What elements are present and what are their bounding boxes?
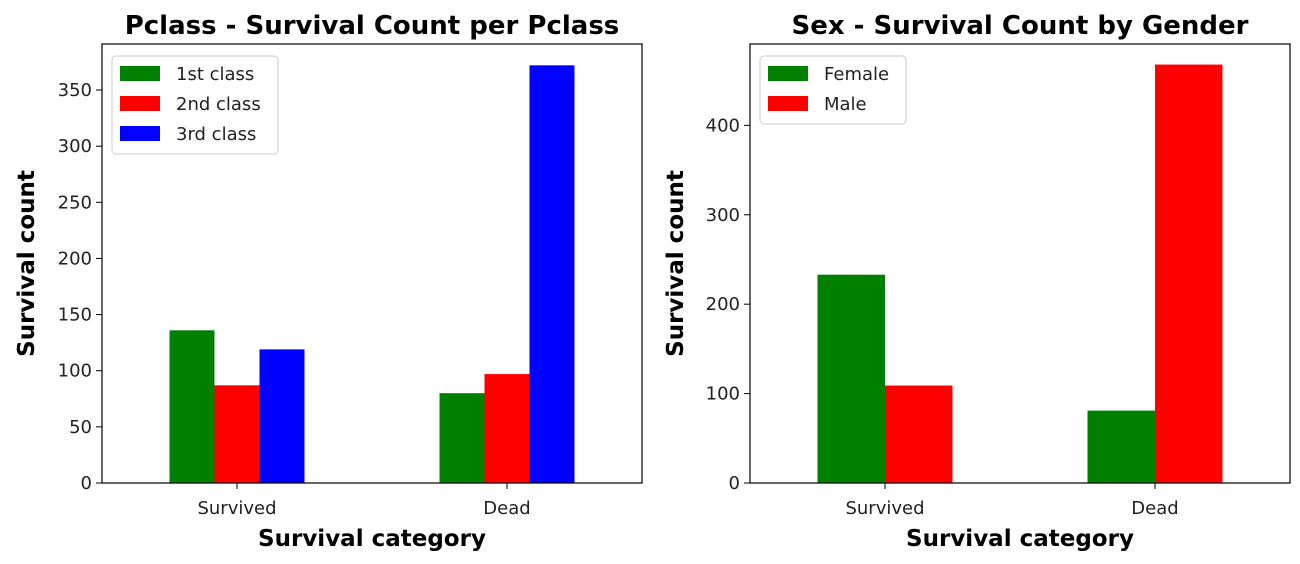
y-tick-label: 400 bbox=[706, 115, 740, 136]
legend-swatch-male bbox=[768, 96, 808, 111]
bar-3rd-class-dead bbox=[529, 65, 575, 483]
y-tick-label: 200 bbox=[706, 294, 740, 315]
bars bbox=[817, 64, 1223, 483]
bar-2nd-class-dead bbox=[484, 374, 530, 483]
x-tick-label: Dead bbox=[483, 498, 530, 519]
chart-title: Sex - Survival Count by Gender bbox=[791, 11, 1248, 41]
legend-swatch-2nd-class bbox=[120, 96, 160, 111]
x-axis: Survived Dead bbox=[845, 483, 1179, 519]
plot-frame bbox=[749, 43, 1291, 484]
legend: 1st class 2nd class 3rd class bbox=[111, 55, 279, 155]
y-tick-label: 300 bbox=[58, 136, 92, 157]
bar-1st-class-dead bbox=[439, 393, 485, 483]
legend: Female Male bbox=[759, 55, 907, 125]
y-tick-label: 50 bbox=[69, 417, 92, 438]
y-tick-label: 0 bbox=[729, 473, 740, 494]
bar-female-survived bbox=[817, 274, 885, 483]
y-tick-label: 350 bbox=[58, 80, 92, 101]
legend-swatch-female bbox=[768, 66, 808, 81]
y-tick-label: 300 bbox=[706, 205, 740, 226]
x-axis: Survived Dead bbox=[197, 483, 531, 519]
x-axis-label: Survival category bbox=[258, 526, 486, 552]
bar-1st-class-survived bbox=[169, 330, 215, 483]
y-tick-label: 250 bbox=[58, 192, 92, 213]
plot-frame bbox=[101, 43, 643, 484]
sex-chart: 0 100 200 300 400 Survived Dead Sex - Survival … bbox=[663, 11, 1291, 552]
bar-male-dead bbox=[1155, 64, 1223, 483]
legend-swatch-3rd-class bbox=[120, 126, 160, 141]
y-axis-label: Survival count bbox=[663, 170, 689, 357]
legend-swatch-1st-class bbox=[120, 66, 160, 81]
y-tick-label: 100 bbox=[58, 361, 92, 382]
bar-3rd-class-survived bbox=[259, 349, 305, 483]
chart-title: Pclass - Survival Count per Pclass bbox=[125, 11, 620, 41]
legend-label-male: Male bbox=[824, 94, 867, 115]
bar-male-survived bbox=[885, 385, 953, 483]
bars bbox=[169, 65, 575, 483]
y-axis: 0 50 100 150 200 250 300 350 bbox=[58, 80, 102, 494]
y-tick-label: 100 bbox=[706, 384, 740, 405]
y-tick-label: 200 bbox=[58, 248, 92, 269]
x-tick-label: Survived bbox=[197, 498, 276, 519]
y-tick-label: 150 bbox=[58, 305, 92, 326]
bar-2nd-class-survived bbox=[214, 385, 260, 483]
x-tick-label: Dead bbox=[1131, 498, 1178, 519]
y-axis: 0 100 200 300 400 bbox=[706, 115, 750, 494]
x-tick-label: Survived bbox=[845, 498, 924, 519]
legend-label-3rd-class: 3rd class bbox=[176, 124, 256, 145]
y-tick-label: 0 bbox=[81, 473, 92, 494]
legend-label-2nd-class: 2nd class bbox=[176, 94, 261, 115]
bar-female-dead bbox=[1087, 410, 1155, 483]
pclass-chart: 0 50 100 150 200 250 300 350 Survived Dead Pclass … bbox=[14, 11, 643, 552]
x-axis-label: Survival category bbox=[906, 526, 1134, 552]
legend-label-1st-class: 1st class bbox=[176, 64, 254, 85]
y-axis-label: Survival count bbox=[14, 170, 40, 357]
legend-label-female: Female bbox=[824, 64, 889, 85]
